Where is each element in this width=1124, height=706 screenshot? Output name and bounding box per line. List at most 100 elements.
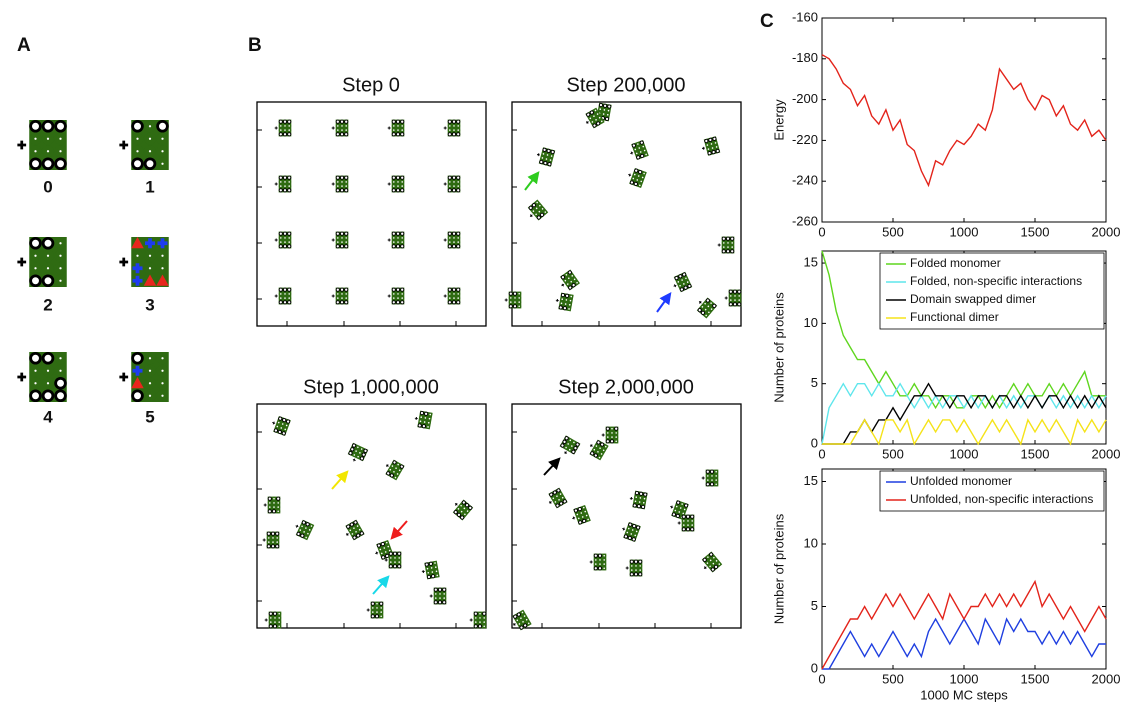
bead-dot — [301, 525, 303, 528]
bead-dot — [463, 507, 466, 510]
molecule — [443, 231, 461, 249]
bead-dot — [569, 299, 572, 302]
bead-ring — [638, 559, 643, 564]
bead-ring — [456, 175, 461, 180]
bead-dot — [535, 207, 538, 210]
bead-dot — [284, 125, 286, 127]
bead-dot — [359, 452, 361, 454]
bead-dot — [276, 537, 278, 539]
bead-dot — [337, 181, 339, 183]
bead-dot — [518, 305, 520, 308]
bead-ring — [339, 300, 345, 305]
molecule-body — [335, 231, 349, 249]
bead-ring — [287, 175, 292, 180]
charge-plus — [628, 173, 632, 177]
bead-dot — [284, 181, 286, 183]
bead-dot — [453, 293, 455, 295]
bead-dot — [280, 185, 282, 187]
charge-plus — [536, 153, 541, 157]
bead-dot — [59, 150, 62, 153]
bead-dot — [607, 436, 609, 438]
bead-dot — [345, 125, 347, 127]
bead-triangle — [156, 274, 169, 286]
bead-dot — [337, 185, 339, 187]
bead-dot — [639, 569, 641, 571]
bead-ring — [433, 600, 438, 605]
bead-ring — [424, 562, 429, 567]
bead-ring — [447, 188, 452, 193]
bead-dot — [276, 425, 279, 428]
bead-ring — [271, 509, 277, 514]
bead-ring — [456, 188, 461, 193]
bead-ring — [29, 351, 42, 365]
charge-plus — [555, 298, 559, 302]
bead-dot — [284, 293, 286, 295]
charge-plus — [17, 140, 27, 150]
bead-ring — [275, 531, 280, 536]
bead-ring — [389, 473, 394, 478]
bead-dot — [723, 242, 725, 244]
bead-dot — [278, 612, 280, 615]
bead-ring — [395, 132, 401, 137]
x-tick-label: 0 — [818, 446, 825, 461]
bead-ring — [683, 285, 688, 290]
molecule-body — [391, 231, 405, 249]
series-line — [821, 54, 1107, 188]
charge-plus — [701, 146, 706, 150]
bead-dot — [288, 297, 290, 299]
bead-dot — [276, 541, 278, 543]
bead-ring — [543, 160, 548, 166]
bead-ring — [395, 287, 401, 292]
bead-dot — [542, 153, 545, 155]
charge-plus — [274, 182, 278, 186]
molecule — [331, 231, 349, 249]
bead-dot — [634, 148, 637, 151]
bead-ring — [395, 175, 401, 180]
bead-dot — [288, 125, 290, 127]
molecule-body — [278, 231, 292, 249]
y-tick-label: -200 — [792, 91, 818, 106]
charge-plus — [585, 120, 589, 124]
molecule — [331, 119, 349, 137]
bead-dot — [731, 246, 733, 248]
bead-dot — [393, 471, 395, 473]
bead-dot — [449, 185, 451, 187]
bead-dot — [59, 254, 62, 257]
bead-ring — [156, 119, 169, 133]
bead-ring — [707, 151, 712, 156]
bead-ring — [571, 283, 576, 288]
charge-plus — [677, 521, 681, 525]
bead-ring — [287, 119, 292, 124]
bead-ring — [575, 442, 580, 447]
bead-ring — [705, 469, 710, 474]
molecule — [560, 269, 580, 291]
bead-ring — [275, 544, 280, 549]
molecule — [673, 271, 693, 293]
bead-ring — [391, 132, 396, 137]
bead-ring — [687, 283, 692, 289]
x-tick-label: 500 — [882, 446, 904, 461]
bead-ring — [590, 451, 595, 456]
bead-dot — [634, 534, 637, 537]
bead-dot — [357, 455, 359, 458]
bead-triangle — [143, 274, 157, 286]
bead-ring — [344, 300, 349, 305]
bead-dot — [148, 137, 152, 140]
bead-ring — [392, 551, 398, 556]
bead-dot — [535, 213, 537, 216]
x-tick-label: 0 — [818, 671, 825, 686]
y-tick-label: 10 — [804, 315, 818, 330]
bead-dot — [393, 125, 395, 127]
bead-dot — [597, 451, 599, 453]
bead-dot — [59, 137, 62, 140]
bead-ring — [380, 541, 385, 547]
bead-dot — [541, 208, 544, 210]
bead-ring — [636, 155, 641, 160]
bead-dot — [278, 621, 280, 623]
bead-dot — [599, 563, 601, 565]
bead-dot — [677, 281, 680, 283]
bead-dot — [603, 563, 605, 565]
bead-dot — [457, 181, 459, 183]
bead-ring — [730, 236, 735, 241]
bead-dot — [564, 303, 567, 305]
